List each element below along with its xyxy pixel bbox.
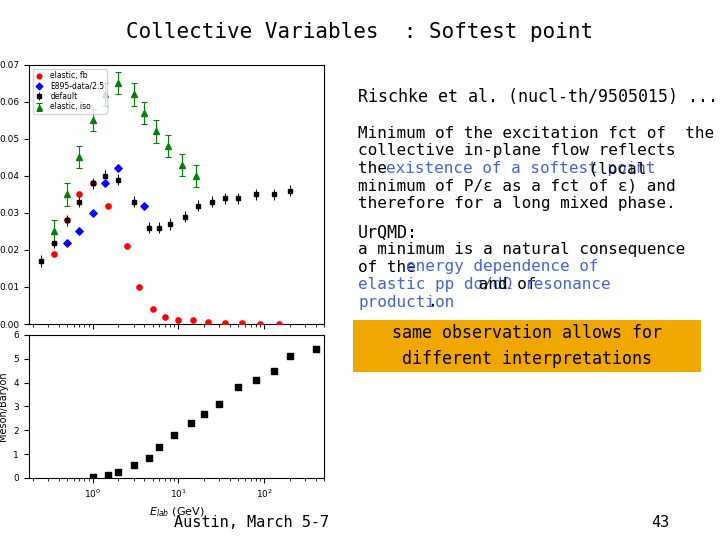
Text: therefore for a long mixed phase.: therefore for a long mixed phase. [358,196,675,211]
Text: a minimum is a natural consequence: a minimum is a natural consequence [358,242,685,257]
Point [168,431,180,440]
E895-data/2.5 [138,201,150,210]
elastic, fb [121,242,132,251]
Text: resonance: resonance [524,277,611,292]
elastic, fb [147,305,158,314]
elastic, fb [202,318,213,327]
Text: Rischke et al. (nucl-th/9505015) ...: Rischke et al. (nucl-th/9505015) ... [358,88,718,106]
Text: of the: of the [358,260,426,274]
elastic, fb [102,201,114,210]
elastic, fb [159,312,171,321]
Text: 43: 43 [651,515,669,530]
Legend: elastic, fb, E895-data/2.5, default, elastic, iso: elastic, fb, E895-data/2.5, default, ela… [32,69,107,114]
Text: Austin, March 5-7: Austin, March 5-7 [174,515,330,530]
E895-data/2.5 [61,238,73,247]
Point [268,366,279,375]
Point [113,468,125,476]
elastic, fb [173,316,184,325]
Point [214,400,225,408]
Text: the: the [358,161,397,176]
elastic, fb [73,190,85,199]
Y-axis label: Meson/Baryon: Meson/Baryon [0,372,8,441]
elastic, fb [48,249,59,258]
elastic, fb [133,282,145,291]
E895-data/2.5 [73,227,85,236]
elastic, fb [188,316,199,325]
Text: production: production [358,294,454,309]
Point [310,345,321,354]
Point [127,461,139,469]
Text: collective in-plane flow reflects: collective in-plane flow reflects [358,144,675,159]
Text: .: . [427,294,437,309]
E895-data/2.5 [99,179,111,187]
Point [233,383,244,391]
Point [153,443,165,451]
elastic, fb [274,319,285,328]
Text: energy dependence of: energy dependence of [406,260,599,274]
elastic, fb [219,319,230,327]
Text: UrQMD:: UrQMD: [358,224,418,241]
Point [284,352,296,361]
Text: elastic pp dσ/dΩ: elastic pp dσ/dΩ [358,277,512,292]
Text: Minimum of the excitation fct of  the: Minimum of the excitation fct of the [358,126,714,141]
E895-data/2.5 [87,208,99,217]
Text: existence of a softest point: existence of a softest point [386,161,655,176]
elastic, fb [236,319,248,328]
Text: (local: (local [579,161,647,176]
Point [102,471,114,480]
Text: minimum of P/ε as a fct of ε) and: minimum of P/ε as a fct of ε) and [358,179,675,193]
E895-data/2.5 [113,164,125,173]
Point [336,340,347,349]
Text: and of: and of [469,277,546,292]
Point [143,453,154,462]
FancyBboxPatch shape [353,320,701,372]
Point [250,376,261,384]
Point [185,418,197,427]
elastic, fb [61,216,73,225]
elastic, fb [87,179,99,187]
X-axis label: $E_{lab}$ (GeV): $E_{lab}$ (GeV) [148,505,204,519]
Point [199,409,210,418]
Text: same observation allows for
different interpretations: same observation allows for different in… [392,325,662,368]
Point [87,472,99,481]
Text: Collective Variables  : Softest point: Collective Variables : Softest point [127,22,593,42]
elastic, fb [254,319,266,328]
